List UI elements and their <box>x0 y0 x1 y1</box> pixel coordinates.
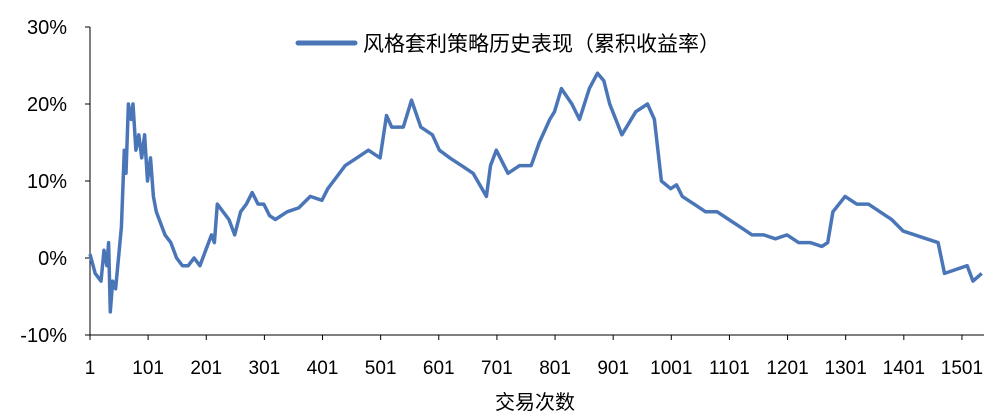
legend: 风格套利策略历史表现（累积收益率） <box>295 32 720 56</box>
x-axis-label: 交易次数 <box>495 390 575 414</box>
x-tick-label: 1401 <box>883 358 925 379</box>
x-tick-label: 901 <box>597 358 629 379</box>
x-tick-label: 601 <box>423 358 455 379</box>
x-tick-label: 1201 <box>766 358 808 379</box>
x-tick-label: 101 <box>132 358 164 379</box>
series-line <box>88 71 983 314</box>
series-lines <box>88 71 983 314</box>
y-tick-label: 30% <box>27 17 67 39</box>
x-tick-label: 1301 <box>825 358 867 379</box>
y-axis-ticks: -10% 0% 10% 20% 30% <box>20 17 90 347</box>
x-tick-label: 801 <box>539 358 571 379</box>
x-tick-label: 501 <box>365 358 397 379</box>
x-tick-label: 1001 <box>650 358 692 379</box>
x-tick-label: 1101 <box>709 358 750 379</box>
y-tick-label: 10% <box>27 171 67 193</box>
y-tick-label: 0% <box>38 248 67 270</box>
x-tick-label: 201 <box>190 358 222 379</box>
y-tick-label: 20% <box>27 94 67 116</box>
y-tick-label: -10% <box>20 325 67 347</box>
x-tick-label: 1501 <box>941 358 983 379</box>
axes <box>89 27 984 336</box>
x-tick-label: 1 <box>85 358 96 379</box>
x-tick-label: 401 <box>307 358 339 379</box>
x-tick-label: 701 <box>481 358 513 379</box>
x-tick-label: 301 <box>249 358 281 379</box>
legend-label: 风格套利策略历史表现（累积收益率） <box>363 32 720 56</box>
x-axis-ticks: 1 101 201 301 401 501 601 701 801 901 1001 1101 1201… <box>85 335 983 379</box>
